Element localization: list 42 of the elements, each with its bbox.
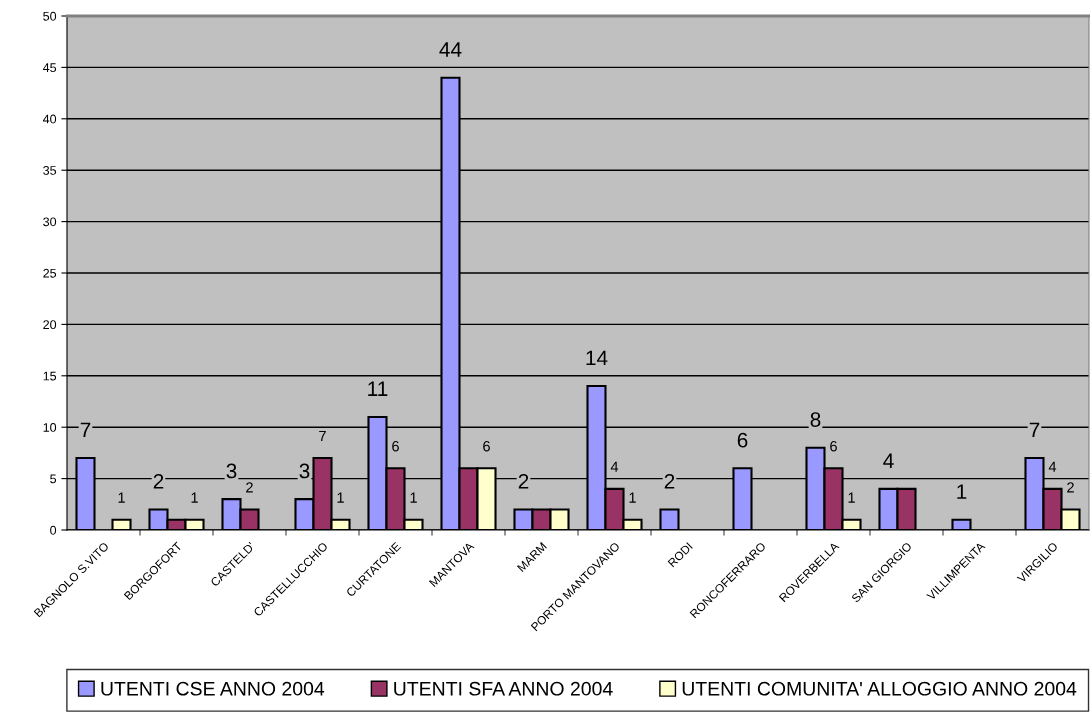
data-label: 3 — [226, 463, 237, 479]
data-label: 1 — [957, 484, 967, 499]
data-label: 11 — [368, 381, 388, 396]
data-label: 2 — [664, 473, 675, 489]
data-label: 4 — [883, 453, 894, 468]
y-tick-label: 10 — [43, 423, 57, 432]
data-label: 6 — [392, 441, 399, 452]
y-tick-label: 45 — [42, 63, 57, 73]
data-label: 1 — [410, 492, 417, 503]
data-label: 14 — [586, 350, 608, 366]
data-label: 7 — [1029, 422, 1040, 438]
data-label: 3 — [299, 463, 310, 479]
y-tick-label: 50 — [43, 11, 57, 21]
data-label: 1 — [848, 492, 855, 503]
legend-label: UTENTI CSE ANNO 2004 — [101, 681, 325, 696]
y-tick-label: 25 — [43, 268, 57, 278]
y-tick-label: 0 — [50, 525, 57, 535]
data-label: 2 — [518, 473, 529, 489]
data-label: 1 — [118, 492, 125, 503]
data-label: 4 — [1048, 461, 1057, 472]
data-label: 2 — [246, 482, 253, 493]
data-label: 1 — [191, 492, 198, 503]
y-tick-label: 35 — [43, 166, 57, 175]
y-tick-label: 30 — [43, 217, 57, 227]
data-label: 1 — [629, 492, 636, 503]
y-tick-label: 40 — [42, 114, 57, 124]
data-label: 44 — [439, 42, 462, 57]
data-label: 2 — [1067, 482, 1074, 493]
data-label: 7 — [319, 430, 326, 441]
legend-label: UTENTI COMUNITA' ALLOGGIO ANNO 2004 — [682, 681, 1077, 696]
data-label: 7 — [80, 422, 91, 438]
y-tick-label: 15 — [43, 371, 57, 381]
data-label: 1 — [337, 492, 344, 503]
data-label: 6 — [483, 441, 490, 452]
legend-label: UTENTI SFA ANNO 2004 — [394, 681, 613, 696]
data-label: 6 — [830, 441, 837, 452]
data-label: 8 — [810, 412, 821, 427]
y-tick-label: 20 — [43, 320, 57, 330]
data-label: 6 — [737, 432, 748, 448]
y-tick-label: 5 — [50, 474, 57, 484]
data-label: 2 — [153, 473, 164, 489]
data-label: 4 — [610, 461, 619, 472]
